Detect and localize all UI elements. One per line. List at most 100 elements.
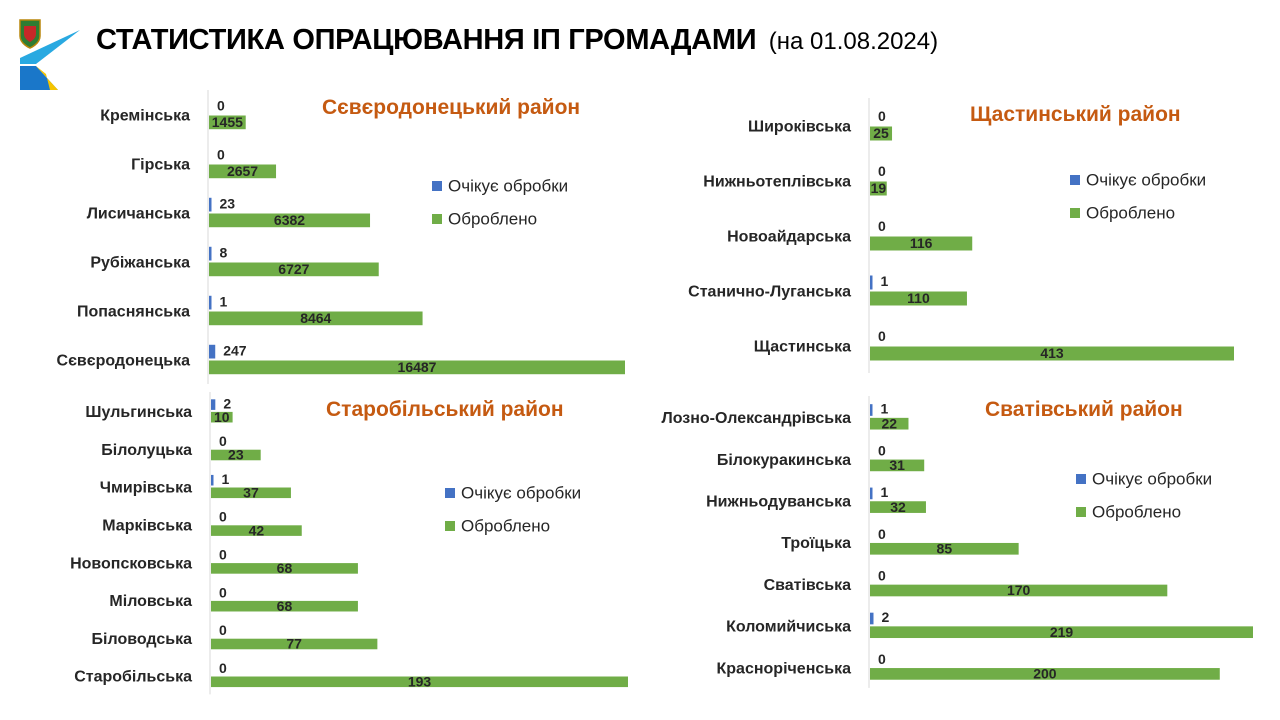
- data-label-waiting: 0: [878, 651, 886, 667]
- category-label: Лозно-Олександрівська: [662, 410, 852, 427]
- data-label-processed: 23: [228, 447, 244, 463]
- data-label-waiting: 1: [881, 273, 889, 289]
- bar-processed: [870, 584, 1168, 597]
- category-label: Старобільська: [74, 669, 192, 686]
- page-title-main: СТАТИСТИКА ОПРАЦЮВАННЯ ІП ГРОМАДАМИ: [96, 24, 757, 56]
- bar-processed: [209, 115, 246, 130]
- category-label: Білолуцька: [101, 442, 192, 459]
- bar-processed: [211, 487, 291, 499]
- bar-processed: [870, 291, 967, 306]
- data-label-waiting: 0: [878, 442, 886, 458]
- data-label-processed: 16487: [398, 359, 437, 375]
- data-label-processed: 2657: [227, 163, 258, 179]
- data-label-waiting: 0: [219, 509, 227, 525]
- data-label-processed: 8464: [300, 310, 331, 326]
- bar-processed: [870, 668, 1220, 680]
- data-label-processed: 77: [286, 636, 302, 652]
- bar-processed: [870, 346, 1234, 361]
- data-label-waiting: 0: [878, 163, 886, 179]
- bar-processed: [870, 126, 893, 141]
- bar-processed: [209, 164, 277, 179]
- data-label-waiting: 1: [220, 293, 228, 309]
- bar-processed: [870, 236, 973, 251]
- category-label: Нижньотеплівська: [703, 174, 851, 191]
- category-label: Попаснянська: [77, 304, 190, 321]
- legend-label-processed: Оброблено: [448, 209, 537, 228]
- data-label-waiting: 0: [219, 584, 227, 600]
- bar-processed: [211, 563, 358, 574]
- chart-sievierodonetskyi-district: Сєвєродонецький районКремінська01455Гірс…: [57, 90, 625, 384]
- category-label: Чмирівська: [100, 480, 192, 497]
- legend-swatch-processed: [1076, 507, 1086, 517]
- data-label-waiting: 0: [878, 108, 886, 124]
- legend-swatch-waiting: [1076, 474, 1086, 484]
- data-label-waiting: 0: [219, 433, 227, 449]
- bar-processed: [209, 360, 625, 375]
- bar-processed: [870, 542, 1019, 555]
- data-label-processed: 413: [1040, 345, 1064, 361]
- category-label: Марківська: [102, 518, 192, 535]
- category-label: Новопсковська: [70, 555, 192, 572]
- data-label-processed: 25: [873, 125, 889, 141]
- data-label-processed: 85: [937, 540, 953, 556]
- bar-waiting: [870, 612, 874, 625]
- data-label-processed: 219: [1050, 624, 1074, 640]
- data-label-waiting: 0: [878, 568, 886, 584]
- category-label: Кремінська: [100, 108, 190, 125]
- bar-waiting: [209, 295, 212, 310]
- category-label: Гірська: [131, 157, 190, 174]
- category-label: Біловодська: [92, 631, 193, 648]
- page-title: СТАТИСТИКА ОПРАЦЮВАННЯ ІП ГРОМАДАМИ (на …: [96, 24, 938, 57]
- chart-title: Сватівський район: [985, 398, 1183, 421]
- data-label-processed: 32: [890, 499, 906, 515]
- chart-title: Старобільський район: [326, 398, 564, 421]
- regional-emblem-icon: [19, 19, 80, 90]
- data-label-waiting: 0: [878, 526, 886, 542]
- legend-swatch-waiting: [1070, 175, 1080, 185]
- bar-processed: [870, 501, 926, 513]
- data-label-waiting: 8: [220, 244, 228, 260]
- data-label-waiting: 1: [222, 471, 230, 487]
- legend-swatch-waiting: [445, 488, 455, 498]
- data-label-waiting: 0: [217, 146, 225, 162]
- bar-processed: [211, 449, 261, 461]
- category-label: Новоайдарська: [727, 229, 851, 246]
- bar-processed: [209, 311, 423, 326]
- bar-processed: [870, 417, 909, 430]
- data-label-processed: 200: [1033, 666, 1057, 682]
- legend-label-waiting: Очікує обробки: [448, 176, 568, 195]
- data-label-waiting: 1: [881, 484, 889, 500]
- chart-title: Сєвєродонецький район: [322, 96, 580, 119]
- bar-processed: [870, 181, 887, 196]
- category-label: Шульгинська: [85, 404, 192, 421]
- legend-swatch-processed: [445, 521, 455, 531]
- data-label-processed: 37: [243, 484, 259, 500]
- chart-title: Щастинський район: [970, 103, 1181, 126]
- legend-label-processed: Оброблено: [1086, 203, 1175, 222]
- bar-waiting: [211, 399, 216, 410]
- legend-swatch-waiting: [432, 181, 442, 191]
- data-label-waiting: 0: [878, 328, 886, 344]
- category-label: Нижньодуванська: [706, 493, 851, 510]
- data-label-processed: 19: [871, 180, 887, 196]
- data-label-processed: 68: [277, 560, 293, 576]
- data-label-processed: 116: [910, 235, 933, 251]
- data-label-waiting: 0: [219, 547, 227, 563]
- data-label-waiting: 0: [219, 622, 227, 638]
- data-label-processed: 110: [907, 290, 930, 306]
- data-label-waiting: 0: [219, 660, 227, 676]
- category-label: Троїцька: [781, 535, 851, 552]
- category-label: Сєвєродонецька: [57, 353, 191, 370]
- bar-processed: [209, 213, 371, 228]
- bar-waiting: [211, 474, 214, 486]
- category-label: Рубіжанська: [90, 255, 190, 272]
- bar-processed: [211, 525, 302, 536]
- legend-label-processed: Оброблено: [1092, 502, 1181, 521]
- legend-swatch-processed: [1070, 208, 1080, 218]
- data-label-processed: 193: [408, 673, 432, 689]
- category-label: Лисичанська: [87, 206, 190, 223]
- data-label-waiting: 247: [223, 342, 247, 358]
- data-label-waiting: 2: [881, 609, 889, 625]
- bar-waiting: [870, 275, 873, 290]
- data-label-waiting: 0: [878, 218, 886, 234]
